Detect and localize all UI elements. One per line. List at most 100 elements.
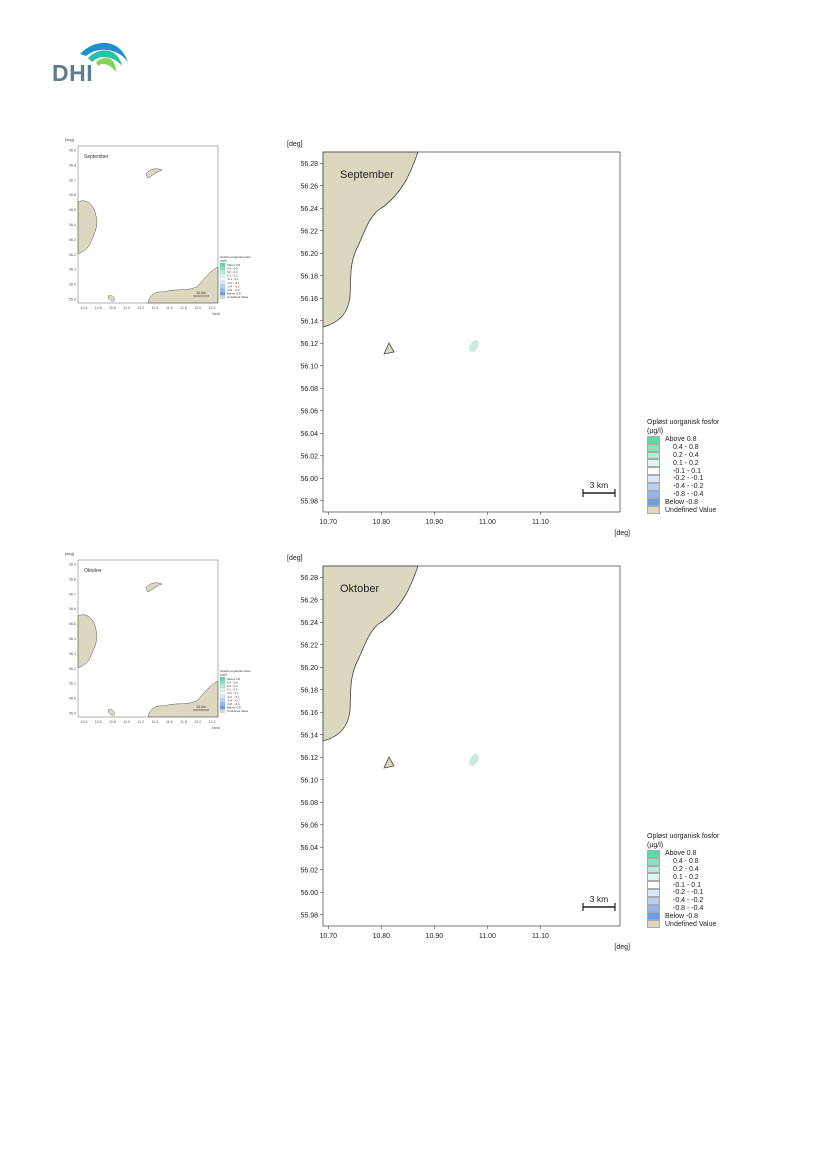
mini-legend-label: 0.2 - 0.4 [227, 270, 238, 274]
overview-map: [deg] 56.9 56.8 56.7 56.6 56.5 56.4 56.3 56.2 56.… [65, 551, 251, 729]
scale-bar-label: 3 km [590, 894, 608, 904]
map-legend: Opløst uorganisk fosfor (µg/l) Above 0.8 0.… [647, 418, 757, 514]
legend-swatch [647, 436, 660, 444]
mini-legend-label: -0.1 - 0.1 [227, 691, 239, 695]
mini-legend-label: Below -0.8 [227, 292, 241, 296]
x-tick-label: 10.90 [426, 519, 444, 526]
legend-swatch [647, 451, 660, 460]
legend-item: 0.1 - 0.2 [647, 459, 757, 468]
mini-legend-unit: (µg/l) [220, 259, 227, 263]
y-axis-unit: [deg] [287, 555, 303, 562]
mini-y-tick-label: 56.7 [69, 178, 76, 182]
legend-swatch [647, 888, 660, 897]
mini-island-south [107, 295, 115, 302]
legend-swatch [647, 482, 660, 491]
legend-label: Above 0.8 [665, 436, 697, 444]
mini-legend-swatch [219, 284, 226, 289]
mini-x-tick-label: 11.0 [123, 720, 130, 724]
legend-title: Opløst uorganisk fosfor [647, 833, 720, 840]
y-tick-label: 56.22 [300, 642, 318, 649]
mini-legend-label: -0.4 - -0.2 [227, 698, 240, 702]
legend-label: Undefined Value [665, 920, 717, 928]
legend-label: 0.1 - 0.2 [673, 459, 699, 467]
mini-y-tick-label: 55.9 [69, 298, 76, 302]
mini-map-frame [77, 559, 219, 718]
legend-swatch [647, 459, 660, 468]
mini-legend-swatch [219, 694, 226, 699]
legend-label: 0.2 - 0.4 [673, 451, 699, 459]
x-axis-unit: [deg] [614, 530, 630, 537]
mini-legend-swatch [219, 280, 226, 285]
mini-x-axis-unit: [deg] [212, 726, 220, 729]
legend-label: Below -0.8 [665, 498, 699, 506]
mini-legend-label: 0.2 - 0.4 [227, 684, 238, 688]
mini-y-tick-label: 56.8 [69, 163, 76, 167]
coastline-land [322, 151, 419, 328]
mini-land-west [77, 200, 98, 255]
mini-map-frame [77, 145, 219, 304]
mini-legend-label: Below -0.8 [227, 706, 241, 710]
y-tick-label: 56.18 [300, 687, 318, 694]
y-tick-label: 56.04 [300, 431, 318, 438]
mini-legend-label: Undefined Value [227, 295, 249, 299]
mini-y-tick-label: 56.0 [69, 283, 76, 287]
mini-land-south [147, 680, 219, 718]
mini-y-tick-label: 56.9 [69, 563, 76, 567]
y-tick-label: 56.06 [300, 822, 318, 829]
legend-swatch [647, 857, 660, 866]
y-tick-label: 56.18 [300, 273, 318, 280]
legend-swatch [647, 850, 660, 858]
legend-item: Below -0.8 [647, 498, 757, 507]
legend-swatch [647, 904, 660, 913]
mini-y-tick-label: 55.9 [69, 712, 76, 716]
y-tick-label: 55.98 [300, 498, 318, 505]
mini-legend-swatch [219, 698, 226, 703]
concentration-plume [469, 754, 479, 766]
mini-x-tick-label: 10.8 [109, 306, 116, 310]
legend-label: -0.1 - 0.1 [673, 881, 702, 889]
legend-item: -0.4 - -0.2 [647, 482, 757, 491]
y-axis-unit: [deg] [287, 141, 303, 148]
mini-legend-swatch [219, 676, 226, 681]
mini-legend-unit: (µg/l) [220, 673, 227, 677]
mini-y-tick-label: 56.8 [69, 577, 76, 581]
legend-item: -0.2 - -0.1 [647, 474, 757, 483]
legend-unit: (µg/l) [647, 428, 664, 435]
y-tick-label: 56.20 [300, 251, 318, 258]
legend-swatch [647, 920, 660, 928]
legend-item: 0.1 - 0.2 [647, 873, 757, 882]
mini-legend-swatch [219, 273, 226, 278]
mini-x-tick-label: 11.4 [152, 720, 159, 724]
coastline-land [322, 565, 419, 742]
mini-y-tick-label: 56.1 [69, 268, 76, 272]
legend-item: 0.2 - 0.4 [647, 865, 757, 874]
mini-y-tick-label: 56.2 [69, 253, 76, 257]
y-tick-label: 56.28 [300, 575, 318, 582]
y-tick-label: 56.12 [300, 755, 318, 762]
x-tick-label: 11.00 [479, 933, 496, 940]
mini-x-tick-label: 11.2 [138, 720, 145, 724]
mini-month-label: September [84, 154, 109, 160]
mini-y-axis-unit: [deg] [65, 137, 74, 142]
island [383, 342, 395, 355]
legend-label: Below -0.8 [665, 912, 699, 920]
y-tick-label: 56.08 [300, 386, 318, 393]
y-tick-label: 56.08 [300, 800, 318, 807]
mini-y-axis-unit: [deg] [65, 551, 74, 556]
mini-legend-swatch [219, 262, 226, 267]
mini-scale-bar-label: 10 km [196, 291, 205, 295]
legend-item: -0.2 - -0.1 [647, 888, 757, 897]
legend-label: Above 0.8 [665, 850, 697, 858]
legend-label: -0.4 - -0.2 [673, 483, 704, 491]
y-tick-label: 56.24 [300, 620, 318, 627]
mini-legend-label: 0.4 - 0.8 [227, 266, 238, 270]
mini-y-tick-label: 56.3 [69, 238, 76, 242]
panel-oktober: [deg] 56.9 56.8 56.7 56.6 56.5 56.4 56.3 56.2 56.… [0, 549, 827, 951]
mini-legend-label: 0.1 - 0.2 [227, 274, 238, 278]
map-frame [322, 151, 621, 513]
x-tick-label: 11.10 [532, 519, 549, 526]
y-tick-label: 56.02 [300, 867, 318, 874]
y-tick-label: 56.12 [300, 341, 318, 348]
mini-x-tick-label: 10.6 [95, 306, 102, 310]
mini-x-tick-label: 10.4 [81, 306, 88, 310]
